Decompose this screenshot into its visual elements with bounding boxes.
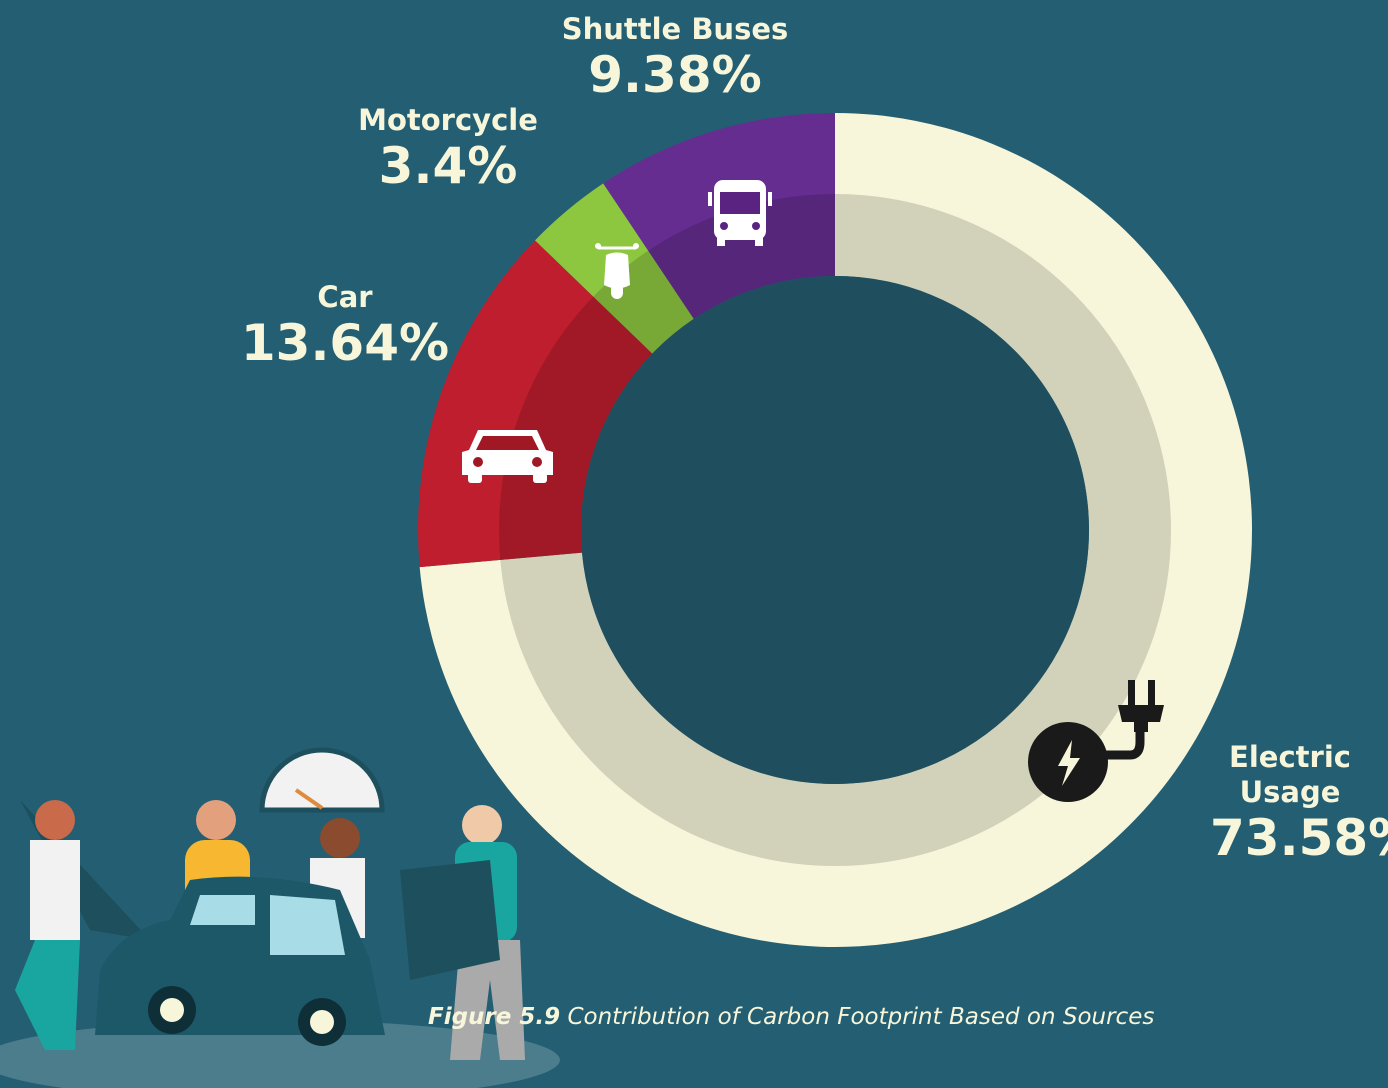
donut-segment — [418, 240, 653, 568]
value-label: 73.58% — [1210, 809, 1388, 867]
segment-label: Car 13.64% — [235, 280, 455, 371]
caption: Figure 5.9 Contribution of Carbon Footpr… — [428, 1004, 1154, 1030]
value-label: 3.4% — [378, 137, 518, 195]
segment-label: Shuttle Buses 9.38% — [545, 12, 805, 103]
caption-text: Contribution of Carbon Footprint Based o… — [567, 1004, 1155, 1030]
car-icon — [462, 430, 553, 483]
category-name: Motorcycle — [358, 103, 538, 137]
value-label: 13.64% — [240, 314, 450, 372]
plug-icon — [1028, 680, 1164, 802]
value-label: 9.38% — [588, 46, 762, 104]
category-name: Electric Usage — [1229, 740, 1351, 809]
motorcycle-icon — [595, 243, 639, 299]
illustration — [0, 747, 560, 1088]
segment-label: Motorcycle 3.4% — [338, 103, 558, 194]
category-name: Shuttle Buses — [561, 12, 789, 46]
donut-hole — [581, 276, 1089, 784]
category-name: Car — [317, 280, 373, 314]
bus-icon — [708, 180, 772, 246]
inner-shade — [499, 194, 1171, 866]
caption-label: Figure 5.9 — [428, 1004, 561, 1030]
